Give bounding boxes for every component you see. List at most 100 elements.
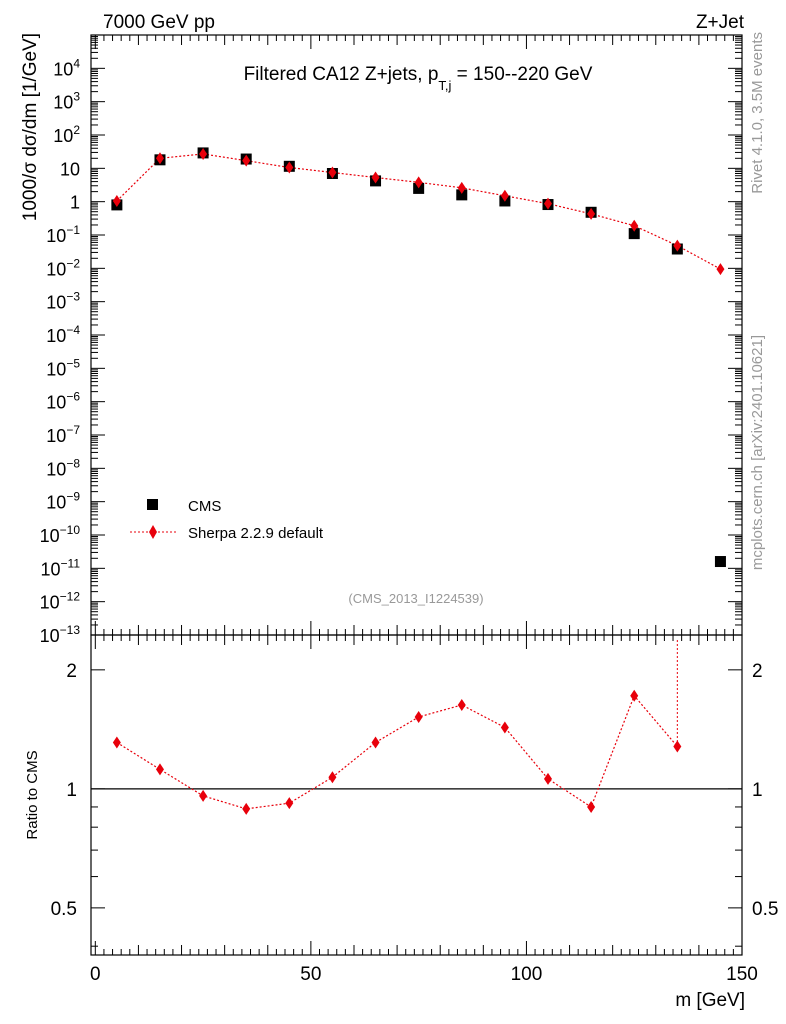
tick-exponent: −4 <box>66 323 80 337</box>
main-y-tick-label: 102 <box>53 123 80 146</box>
sherpa-data-point <box>630 219 639 232</box>
tick-base: 10 <box>40 626 60 646</box>
main-y-axis-label: 1000/σ dσ/dm [1/GeV] <box>20 33 41 221</box>
tick-base: 10 <box>46 459 66 479</box>
tick-exponent: −9 <box>66 490 80 504</box>
ratio-y-axis-label: Ratio to CMS <box>24 750 41 839</box>
main-y-tick-label: 10−5 <box>46 356 80 379</box>
ratio-y-tick-label-left: 0.5 <box>51 899 77 920</box>
tick-exponent: −8 <box>66 456 80 470</box>
cms-data-point <box>413 182 425 194</box>
legend-cms-marker <box>147 499 158 510</box>
tick-base: 10 <box>53 126 73 146</box>
main-y-tick-label: 10−9 <box>46 490 80 513</box>
tick-exponent: −11 <box>61 556 81 570</box>
tick-base: 10 <box>53 59 73 79</box>
legend-cms-label: CMS <box>188 498 221 515</box>
sherpa-data-point <box>112 194 121 207</box>
process-label: Z+Jet <box>696 12 745 33</box>
main-y-tick-label: 10−1 <box>46 223 80 246</box>
main-y-tick-label: 10−8 <box>46 456 80 479</box>
ratio-data-point <box>630 689 639 702</box>
main-y-tick-label: 10−10 <box>40 523 81 546</box>
sherpa-data-point <box>328 166 337 179</box>
ratio-data-point <box>328 771 337 784</box>
ratio-data-point <box>457 698 466 711</box>
tick-base: 10 <box>46 259 66 279</box>
ratio-y-tick-label-left: 2 <box>66 661 77 682</box>
cms-data-point <box>628 228 640 240</box>
ratio-data-point <box>242 802 251 815</box>
main-y-tick-label: 10−6 <box>46 390 80 413</box>
ratio-y-tick-label-right: 2 <box>752 661 763 682</box>
tick-exponent: −12 <box>60 590 81 604</box>
tick-exponent: −10 <box>60 523 81 537</box>
x-axis-label: m [GeV] <box>675 990 745 1011</box>
sherpa-data-point <box>457 181 466 194</box>
tick-base: 10 <box>40 593 60 613</box>
main-y-tick-label: 10−13 <box>40 623 81 646</box>
x-tick-label: 100 <box>511 964 543 985</box>
main-y-tick-label: 10−11 <box>41 556 81 579</box>
tick-exponent: −6 <box>66 390 80 404</box>
sherpa-data-point <box>155 152 164 165</box>
ratio-data-point <box>543 772 552 785</box>
sherpa-data-point <box>414 176 423 189</box>
main-y-tick-label: 104 <box>53 56 80 79</box>
main-y-tick-label: 10 <box>60 159 80 179</box>
main-panel-frame <box>90 34 743 636</box>
tick-base: 10 <box>53 93 73 113</box>
tick-base: 10 <box>41 559 61 579</box>
tick-base: 10 <box>46 493 66 513</box>
ratio-data-point <box>155 763 164 776</box>
cms-data-point <box>456 189 468 201</box>
x-tick-label: 150 <box>726 964 758 985</box>
tick-exponent: −3 <box>66 290 80 304</box>
sherpa-data-point <box>285 161 294 174</box>
ratio-data-point <box>587 800 596 813</box>
main-y-tick-label: 10−2 <box>46 256 80 279</box>
sherpa-series-line <box>116 153 721 270</box>
sherpa-data-point <box>587 207 596 220</box>
sherpa-data-point <box>199 147 208 160</box>
ratio-y-tick-label-right: 0.5 <box>752 899 778 920</box>
tick-exponent: −2 <box>66 256 80 270</box>
analysis-tag: (CMS_2013_I1224539) <box>348 591 483 606</box>
ratio-data-point <box>500 721 509 734</box>
tick-exponent: 3 <box>73 90 80 104</box>
ratio-data-point <box>371 736 380 749</box>
ratio-y-tick-label-right: 1 <box>752 780 763 801</box>
energy-label: 7000 GeV pp <box>103 12 215 33</box>
x-tick-label: 50 <box>300 964 321 985</box>
tick-exponent: −7 <box>66 423 80 437</box>
ratio-data-point <box>414 710 423 723</box>
ratio-data-point <box>112 736 121 749</box>
sherpa-data-point <box>242 154 251 167</box>
x-tick-label: 0 <box>90 964 101 985</box>
tick-exponent: −1 <box>66 223 80 237</box>
ratio-data-point <box>285 797 294 810</box>
tick-base: 10 <box>46 293 66 313</box>
chart-title-tail: = 150--220 GeV <box>451 64 592 85</box>
legend-sherpa-marker <box>149 525 157 539</box>
sherpa-data-point <box>500 189 509 202</box>
main-y-tick-label: 10−12 <box>40 590 81 613</box>
sherpa-data-point <box>543 197 552 210</box>
tick-exponent: −5 <box>66 356 80 370</box>
chart-title-sub: T,j <box>438 78 451 93</box>
mcplots-source: mcplots.cern.ch [arXiv:2401.10621] <box>749 335 766 570</box>
main-y-tick-label: 10−4 <box>46 323 80 346</box>
rivet-info: Rivet 4.1.0, 3.5M events <box>749 32 766 194</box>
tick-exponent: 2 <box>73 123 80 137</box>
legend-sherpa-label: Sherpa 2.2.9 default <box>188 525 324 542</box>
tick-base: 10 <box>46 226 66 246</box>
ratio-data-point <box>199 789 208 802</box>
main-y-tick-label: 10−7 <box>46 423 80 446</box>
cms-data-point <box>714 556 726 568</box>
tick-exponent: 4 <box>73 56 80 70</box>
chart-title: Filtered CA12 Z+jets, pT,j = 150--220 Ge… <box>244 64 593 93</box>
main-y-tick-label: 103 <box>53 90 80 113</box>
sherpa-data-point <box>371 171 380 184</box>
ratio-data-point <box>673 740 682 753</box>
